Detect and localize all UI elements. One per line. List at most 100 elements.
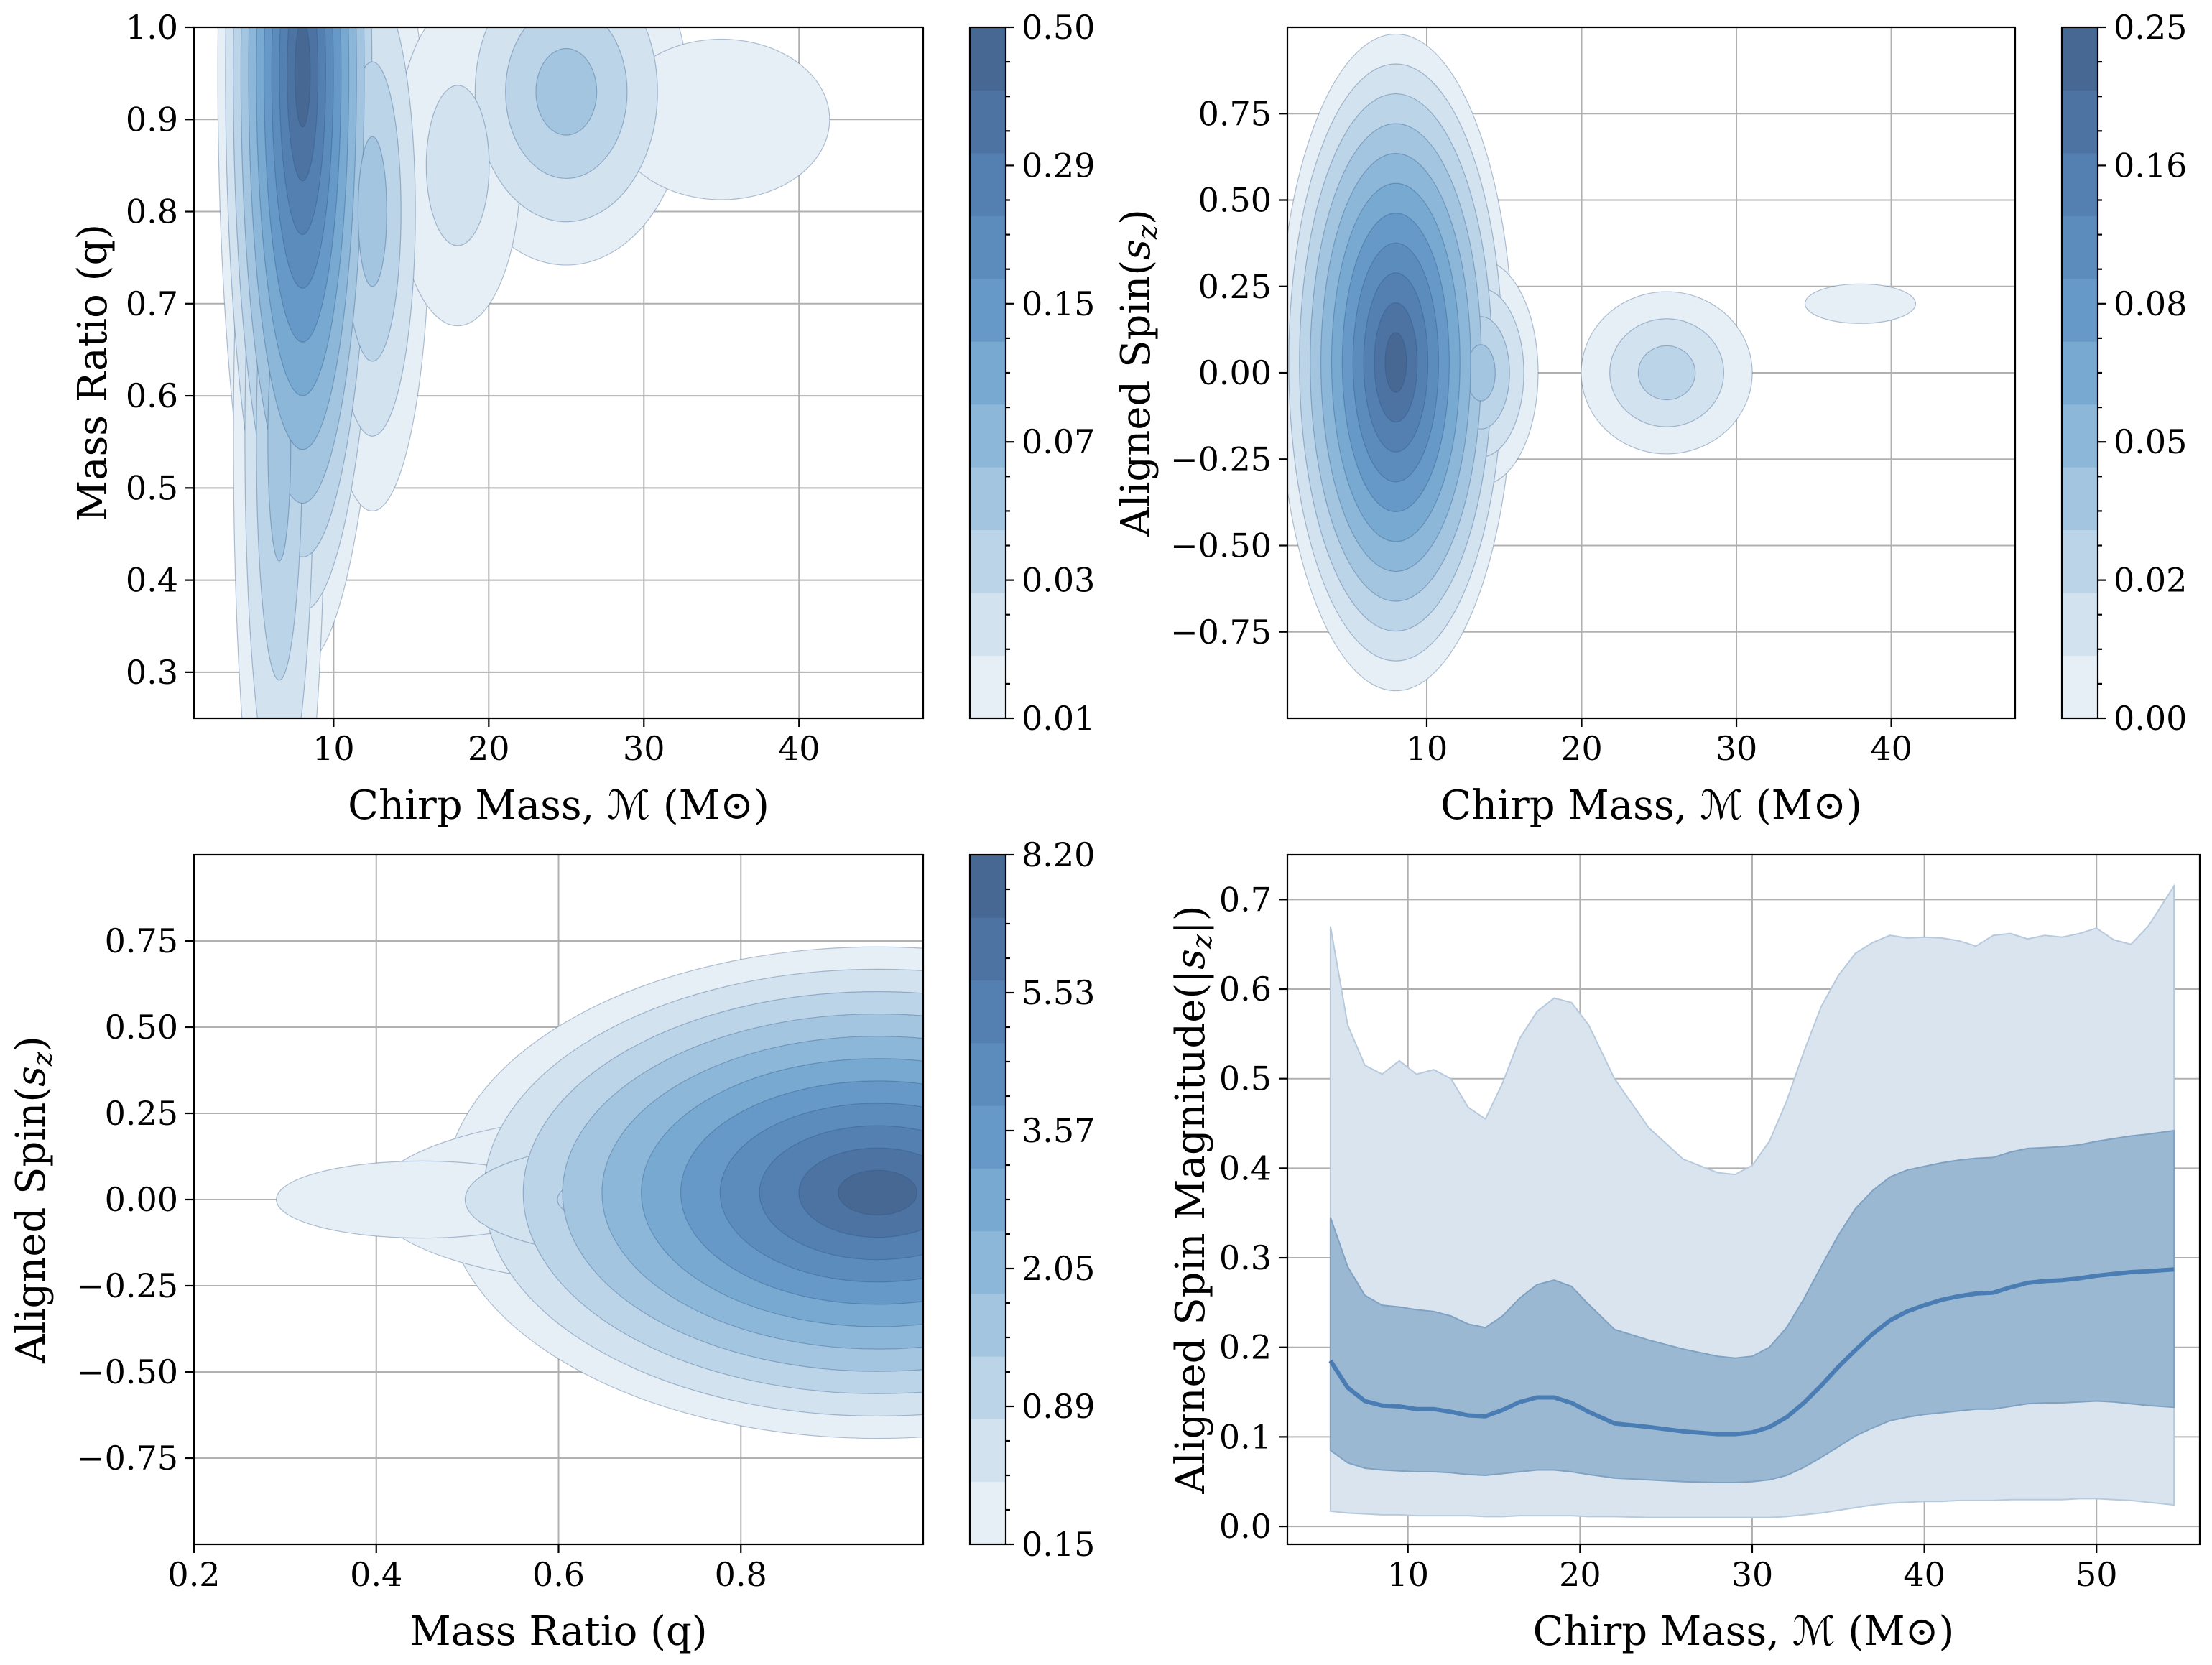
- y-tick-label: 0.50: [105, 1008, 178, 1047]
- colorbar-level: [2062, 593, 2098, 657]
- colorbar-tick-label: 5.53: [1022, 973, 1095, 1012]
- x-axis-label: Chirp Mass, ℳ (M⊙): [348, 782, 769, 829]
- density-contours: [1287, 33, 1917, 692]
- colorbar-tick-label: 0.00: [2114, 699, 2187, 738]
- y-axis-label: Aligned Spin(sz): [8, 1036, 58, 1364]
- colorbar-tick-label: 0.89: [1022, 1387, 1095, 1426]
- x-tick-label: 0.6: [532, 1555, 585, 1594]
- density-contours: [276, 946, 923, 1439]
- x-tick-label: 10: [313, 729, 355, 768]
- y-tick-label: 0.9: [126, 100, 178, 139]
- y-tick-label: 0.75: [1198, 94, 1272, 133]
- colorbar-level: [2062, 278, 2098, 342]
- y-tick-label: 0.25: [1198, 267, 1272, 306]
- colorbar-tick-label: 0.02: [2114, 561, 2187, 600]
- panel-mass-ratio-vs-chirp: 0.01 0.03 0.07 0.15 0.29 0.50 10 20 30 40 0.3 0.4 0.…: [70, 8, 1095, 829]
- colorbar-tick-label: 0.05: [2114, 422, 2187, 461]
- colorbar-level: [970, 1042, 1006, 1106]
- x-axis-label: Chirp Mass, ℳ (M⊙): [1533, 1608, 1955, 1655]
- y-tick-label: 0.7: [126, 284, 178, 323]
- density-level: [357, 136, 387, 287]
- colorbar-level: [970, 855, 1006, 918]
- y-tick-label: 0.5: [126, 468, 178, 507]
- y-tick-label: 0.3: [1219, 1238, 1272, 1277]
- colorbar-tick-label: 0.03: [1022, 561, 1095, 600]
- y-tick-label: 0.2: [1219, 1328, 1272, 1367]
- colorbar-level: [970, 1168, 1006, 1232]
- y-tick-label: 0.00: [1198, 353, 1272, 392]
- colorbar-level: [2062, 27, 2098, 91]
- x-tick-label: 30: [1716, 729, 1758, 768]
- y-axis-label: Aligned Spin(sz): [1113, 209, 1163, 537]
- colorbar-level: [2062, 90, 2098, 154]
- colorbar-level: [970, 1356, 1006, 1419]
- y-tick-label: −0.75: [77, 1439, 178, 1478]
- colorbar-level: [970, 1230, 1006, 1294]
- colorbar-tick-label: 0.16: [2114, 146, 2187, 185]
- y-tick-label: 0.8: [126, 193, 178, 231]
- y-tick-label: 0.25: [105, 1094, 178, 1133]
- x-tick-label: 50: [2076, 1555, 2118, 1594]
- colorbar-level: [970, 655, 1006, 719]
- colorbar-level: [970, 467, 1006, 531]
- y-tick-label: −0.50: [1170, 527, 1272, 565]
- colorbar-level: [970, 980, 1006, 1044]
- density-contours: [217, 27, 830, 718]
- x-tick-label: 20: [468, 729, 510, 768]
- y-tick-label: 0.00: [105, 1180, 178, 1219]
- colorbar-level: [970, 1481, 1006, 1545]
- colorbar-tick-label: 0.29: [1022, 146, 1095, 185]
- x-tick-label: 10: [1387, 1555, 1429, 1594]
- y-tick-label: 0.50: [1198, 181, 1272, 220]
- density-level: [838, 1169, 917, 1216]
- x-axis-label: Chirp Mass, ℳ (M⊙): [1440, 782, 1862, 829]
- x-tick-label: 20: [1559, 1555, 1601, 1594]
- panel-spin-vs-mass-ratio: 0.15 0.89 2.05 3.57 5.53 8.20 0.2 0.4 0.6 0.8 −0.7…: [8, 835, 1095, 1655]
- colorbar-level: [970, 1293, 1006, 1357]
- colorbar-level: [2062, 152, 2098, 216]
- y-axis-label: Aligned Spin Magnitude(|sz|): [1167, 905, 1218, 1494]
- colorbar-level: [970, 917, 1006, 981]
- x-tick-label: 10: [1406, 729, 1448, 768]
- x-tick-label: 0.2: [167, 1555, 220, 1594]
- density-level: [425, 85, 490, 246]
- colorbar-level: [970, 215, 1006, 279]
- colorbar-tick-label: 0.07: [1022, 422, 1095, 461]
- colorbar-level: [970, 341, 1006, 405]
- colorbar-tick-label: 0.15: [1022, 1525, 1095, 1564]
- colorbar-level: [2062, 655, 2098, 719]
- y-tick-label: −0.25: [1170, 440, 1272, 478]
- colorbar: 0.00 0.02 0.05 0.08 0.16 0.25: [2060, 8, 2187, 738]
- colorbar-level: [2062, 529, 2098, 593]
- colorbar-level: [970, 90, 1006, 154]
- colorbar-level: [2062, 215, 2098, 279]
- y-tick-label: 1.0: [126, 8, 178, 47]
- x-tick-label: 30: [1731, 1555, 1774, 1594]
- y-tick-label: 0.5: [1219, 1059, 1272, 1098]
- x-tick-label: 40: [1870, 729, 1912, 768]
- colorbar-level: [970, 278, 1006, 342]
- panel-spin-magnitude-vs-chirp: 10 20 30 40 50 0.0 0.1 0.2 0.3 0.4 0.5 0.6 0.7 Chirp …: [1167, 853, 2201, 1655]
- panel-spin-vs-chirp: 0.00 0.02 0.05 0.08 0.16 0.25 10 20 30 40 −0.75 −0.…: [1113, 8, 2187, 829]
- x-axis-label: Mass Ratio (q): [409, 1608, 707, 1655]
- inner-credible-band: [1329, 1129, 2175, 1483]
- x-tick-label: 40: [778, 729, 820, 768]
- colorbar-level: [970, 1105, 1006, 1169]
- plot-frame: [193, 26, 925, 720]
- colorbar-tick-label: 0.01: [1022, 699, 1095, 738]
- plot-frame: [1286, 853, 2201, 1546]
- colorbar: 0.01 0.03 0.07 0.15 0.29 0.50: [968, 8, 1095, 738]
- x-tick-label: 0.4: [350, 1555, 402, 1594]
- colorbar-tick-label: 3.57: [1022, 1111, 1095, 1150]
- density-level: [535, 47, 598, 136]
- y-tick-label: −0.75: [1170, 613, 1272, 651]
- y-tick-label: −0.50: [77, 1353, 178, 1391]
- colorbar-level: [2062, 341, 2098, 405]
- density-level: [1384, 332, 1407, 393]
- x-tick-label: 30: [623, 729, 665, 768]
- colorbar-tick-label: 0.50: [1022, 8, 1095, 47]
- colorbar-tick-label: 0.15: [1022, 284, 1095, 323]
- x-tick-label: 40: [1903, 1555, 1945, 1594]
- colorbar-level: [2062, 467, 2098, 531]
